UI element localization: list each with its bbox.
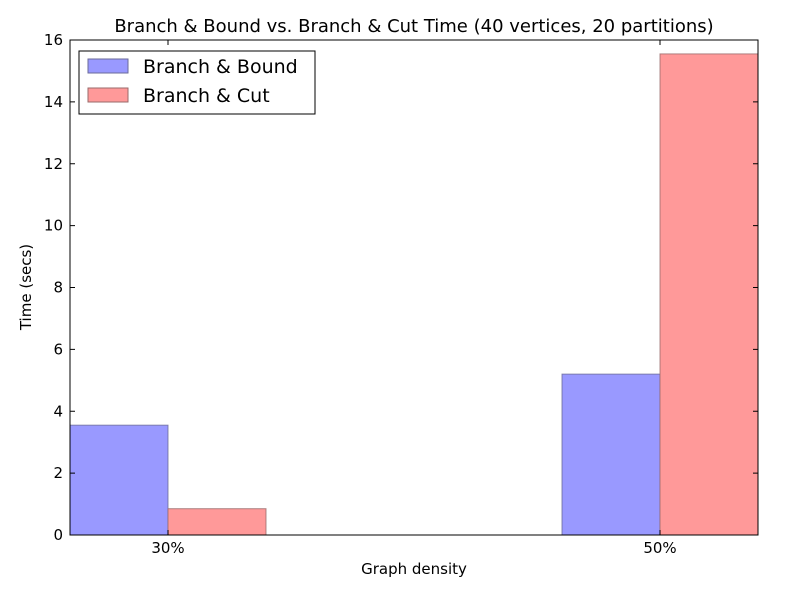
legend-swatch-branch-and-bound bbox=[87, 58, 129, 74]
bar-branch-and-cut-1 bbox=[659, 53, 759, 536]
bar-branch-and-bound-0 bbox=[69, 424, 169, 536]
legend: Branch & Bound Branch & Cut bbox=[78, 50, 316, 115]
chart-title: Branch & Bound vs. Branch & Cut Time (40… bbox=[114, 16, 713, 37]
legend-swatch-branch-and-cut bbox=[87, 87, 129, 103]
x-axis-ticks: 30% 50% bbox=[151, 40, 677, 557]
bar-branch-and-bound-1 bbox=[561, 373, 661, 536]
plot-frame bbox=[69, 39, 759, 536]
y-tick-label: 10 bbox=[44, 217, 63, 235]
y-tick-label: 12 bbox=[44, 155, 63, 173]
y-tick-label: 4 bbox=[53, 402, 63, 420]
y-tick-label: 6 bbox=[53, 340, 63, 358]
bars-group bbox=[69, 53, 759, 536]
legend-label: Branch & Cut bbox=[143, 85, 270, 107]
y-tick-label: 16 bbox=[44, 31, 63, 49]
y-tick-label: 8 bbox=[53, 279, 63, 297]
y-tick-label: 2 bbox=[53, 464, 63, 482]
y-tick-label: 14 bbox=[44, 93, 63, 111]
x-axis-label: Graph density bbox=[361, 560, 467, 578]
bar-branch-and-cut-0 bbox=[167, 508, 267, 536]
legend-box bbox=[78, 50, 316, 115]
y-tick-label: 0 bbox=[53, 526, 63, 544]
x-tick-label: 30% bbox=[151, 539, 184, 557]
y-axis-label: Time (secs) bbox=[17, 244, 35, 331]
legend-label: Branch & Bound bbox=[143, 56, 298, 78]
x-tick-label: 50% bbox=[643, 539, 676, 557]
